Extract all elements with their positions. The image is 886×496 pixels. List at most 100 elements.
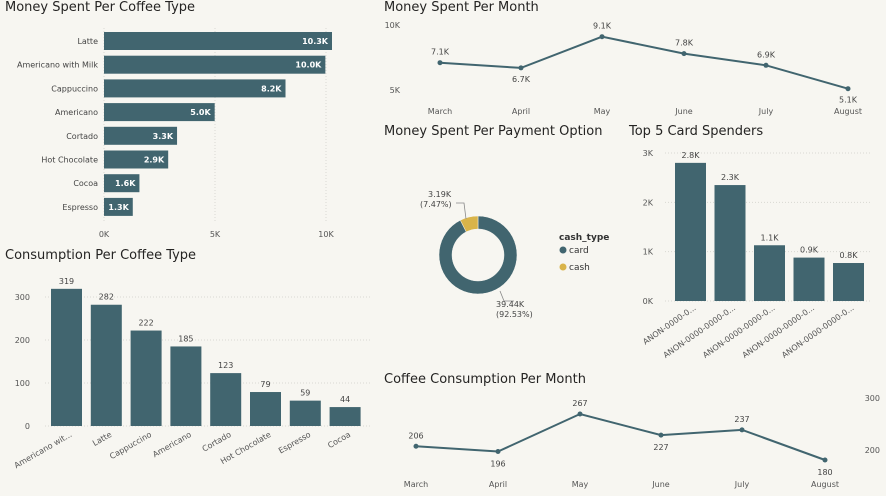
bar (104, 103, 215, 122)
data-label: 282 (99, 293, 114, 302)
data-label: 10.3K (302, 37, 329, 46)
x-tick-label: April (489, 480, 507, 489)
bar (675, 162, 706, 301)
y-tick-label: 200 (15, 336, 30, 345)
leader-line (499, 290, 514, 302)
y-tick-label: 300 (865, 394, 880, 403)
data-label: 44 (340, 395, 350, 404)
chart-title-consumption-type: Consumption Per Coffee Type (5, 248, 197, 263)
data-point (822, 457, 828, 463)
data-label: 0.8K (840, 251, 859, 260)
data-label: 8.2K (261, 84, 282, 93)
data-label: 1.3K (108, 203, 129, 212)
data-point (495, 449, 501, 455)
data-point (518, 65, 524, 71)
bar (130, 330, 162, 426)
data-point (437, 60, 443, 66)
bar (104, 126, 178, 145)
y-tick-label: 300 (15, 293, 30, 302)
data-label: 3.3K (153, 132, 174, 141)
category-label: Americano (55, 108, 98, 117)
bar (90, 304, 122, 426)
x-tick-label: May (572, 480, 589, 489)
bar (250, 392, 281, 426)
x-tick-label: June (651, 480, 670, 489)
data-label: 196 (490, 460, 505, 469)
series-line (439, 35, 849, 90)
data-label: 222 (138, 319, 153, 328)
panel-consumption-type: Consumption Per Coffee Type 0 100 200 300 31… (0, 246, 380, 496)
data-label: 1.1K (761, 233, 780, 242)
chart-title-payment: Money Spent Per Payment Option (384, 124, 603, 139)
data-label: 6.7K (512, 75, 531, 84)
bar (104, 174, 140, 193)
bar (104, 79, 286, 98)
bar (104, 197, 133, 216)
data-label: 7.8K (675, 39, 694, 48)
y-tick-label: 1K (643, 248, 654, 257)
category-label: Cappuccino (51, 84, 98, 93)
data-label: 2.9K (144, 156, 165, 165)
x-tick-label: ANON-0000-0000-0... (780, 303, 855, 360)
data-label: 79 (260, 380, 270, 389)
bar (793, 257, 825, 301)
panel-consumption-month: Coffee Consumption Per Month 200 300 206 Ma… (380, 372, 886, 496)
data-label-pct: (92.53%) (496, 310, 533, 319)
category-label: Latte (77, 37, 98, 46)
x-tick-label: Americano wit... (13, 430, 74, 470)
category-label: Cocoa (73, 179, 98, 188)
data-label: 206 (408, 431, 423, 440)
data-label-pct: (7.47%) (420, 200, 452, 209)
chart-spent-per-type: 0K 5K 10K Latte 10.3K Americano with Milk 10.0… (17, 28, 334, 239)
x-tick-label: ANON-0000-0000-0... (701, 303, 776, 360)
chart-consumption-per-type: 0 100 200 300 319 Americano wit... 282 Latte 222… (13, 277, 372, 470)
bar (289, 400, 321, 426)
bar (170, 346, 202, 426)
y-tick-label: 10K (385, 21, 401, 30)
x-tick-label: Americano (151, 430, 193, 459)
data-label: 185 (178, 334, 193, 343)
data-label: 1.6K (115, 179, 136, 188)
x-tick-label: March (404, 480, 428, 489)
x-tick-label: Espresso (277, 430, 312, 456)
bar (104, 55, 326, 74)
data-point (739, 427, 745, 433)
data-label: 5.0K (190, 108, 211, 117)
bar (833, 263, 864, 301)
chart-title-spent-type: Money Spent Per Coffee Type (5, 0, 196, 15)
x-tick-label: 5K (210, 230, 221, 239)
leader-line (456, 202, 467, 220)
x-tick-label: March (428, 107, 452, 116)
data-point (658, 432, 664, 438)
y-tick-label: 0 (25, 422, 30, 431)
data-label: 7.1K (431, 48, 450, 57)
panel-spent-per-month: Money Spent Per Month 5K 10K 7.1K March 6.7K… (380, 0, 886, 120)
x-tick-label: ANON-0000-0000-0... (662, 303, 737, 360)
series-line (415, 412, 826, 461)
chart-title-top5: Top 5 Card Spenders (629, 124, 764, 139)
data-label: 59 (300, 389, 310, 398)
x-tick-label: May (594, 107, 611, 116)
x-tick-label: July (758, 107, 774, 116)
legend-label: cash (569, 263, 590, 273)
data-label: 10.0K (295, 61, 322, 70)
category-label: Hot Chocolate (41, 156, 98, 165)
x-tick-label: July (734, 480, 750, 489)
legend-marker (559, 246, 567, 254)
x-tick-label: June (674, 107, 693, 116)
bar (104, 150, 169, 169)
data-label: 2.3K (721, 173, 740, 182)
x-tick-label: April (512, 107, 530, 116)
panel-top5: Top 5 Card Spenders 0K 1K 2K 3K 2.8K ANON-000… (625, 122, 886, 372)
data-point (681, 51, 687, 57)
data-label: 5.1K (839, 96, 858, 105)
bar (51, 288, 82, 426)
x-tick-label: Cortado (201, 430, 233, 454)
data-label: 319 (59, 277, 74, 286)
category-label: Cortado (66, 132, 98, 141)
x-tick-label: August (811, 480, 839, 489)
data-point (413, 443, 419, 449)
y-tick-label: 100 (15, 379, 30, 388)
chart-consumption-per-month: 200 300 206 March 196 April 267 May 227 June 237 Ju… (404, 394, 880, 489)
